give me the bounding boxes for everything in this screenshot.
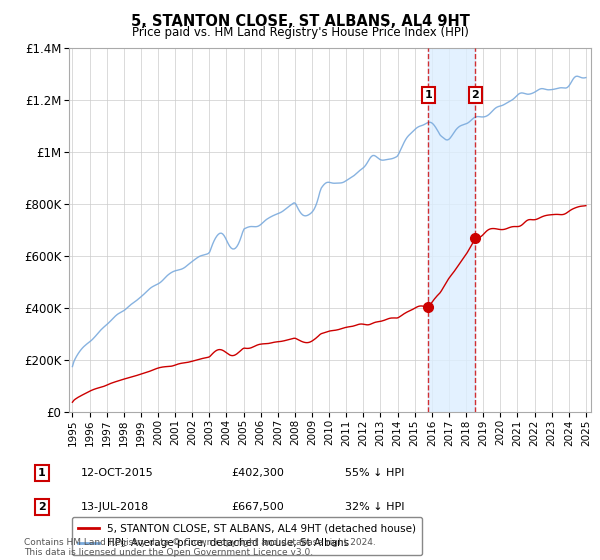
Text: 32% ↓ HPI: 32% ↓ HPI — [345, 502, 404, 512]
Text: 5, STANTON CLOSE, ST ALBANS, AL4 9HT: 5, STANTON CLOSE, ST ALBANS, AL4 9HT — [131, 14, 469, 29]
Text: 1: 1 — [38, 468, 46, 478]
Text: Contains HM Land Registry data © Crown copyright and database right 2024.
This d: Contains HM Land Registry data © Crown c… — [24, 538, 376, 557]
Legend: 5, STANTON CLOSE, ST ALBANS, AL4 9HT (detached house), HPI: Average price, detac: 5, STANTON CLOSE, ST ALBANS, AL4 9HT (de… — [71, 517, 422, 554]
Text: 1: 1 — [424, 90, 432, 100]
Bar — [428, 48, 475, 412]
Text: Price paid vs. HM Land Registry's House Price Index (HPI): Price paid vs. HM Land Registry's House … — [131, 26, 469, 39]
Text: 13-JUL-2018: 13-JUL-2018 — [81, 502, 149, 512]
Text: £667,500: £667,500 — [231, 502, 284, 512]
Text: £402,300: £402,300 — [231, 468, 284, 478]
Text: 2: 2 — [38, 502, 46, 512]
Text: 2: 2 — [472, 90, 479, 100]
Text: 55% ↓ HPI: 55% ↓ HPI — [345, 468, 404, 478]
Text: 12-OCT-2015: 12-OCT-2015 — [81, 468, 154, 478]
